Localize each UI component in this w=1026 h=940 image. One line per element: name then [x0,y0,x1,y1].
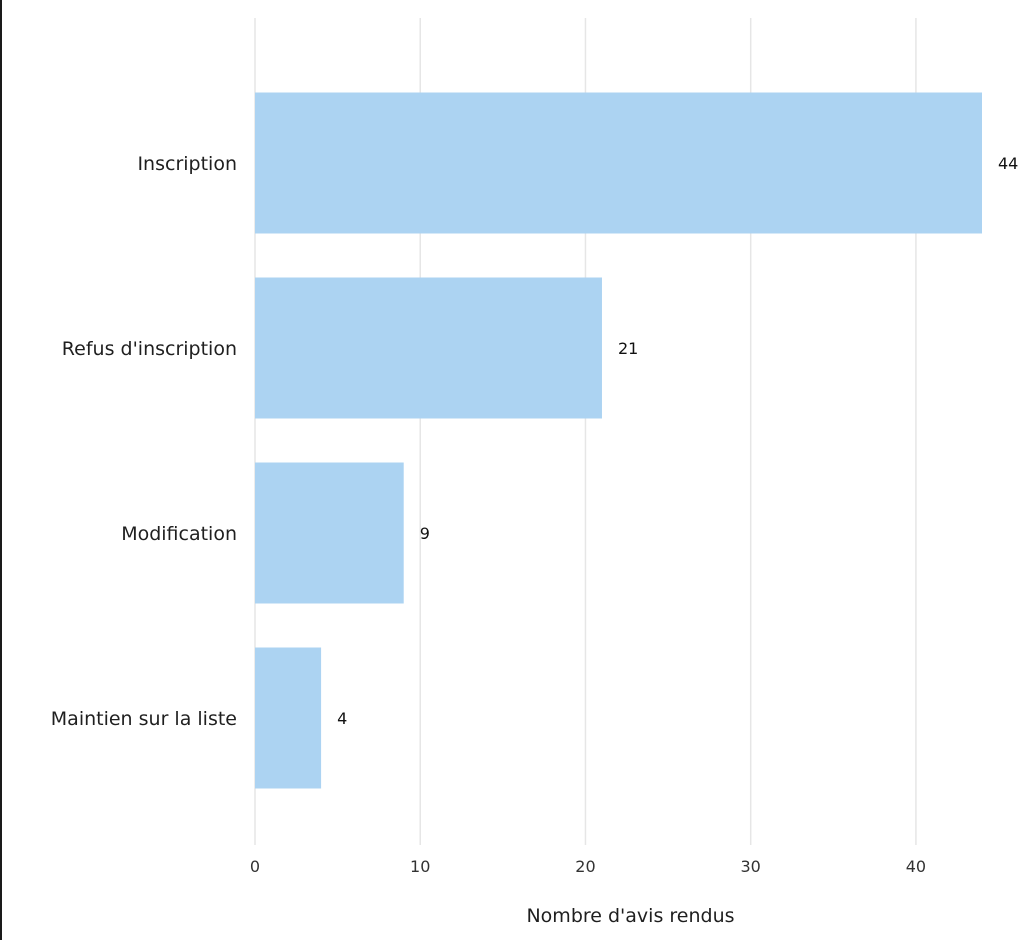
x-tick-label: 10 [410,857,430,876]
value-label: 9 [420,524,430,543]
bar [255,92,982,234]
x-tick-label: 30 [741,857,761,876]
value-label: 44 [998,154,1018,173]
x-axis-title: Nombre d'avis rendus [526,905,734,927]
bar [255,647,322,789]
category-label: Maintien sur la liste [51,708,237,730]
category-label: Inscription [137,153,237,175]
category-label: Modification [121,523,237,545]
bar [255,462,404,604]
category-labels: Inscription Refus d'inscription Modificati… [51,153,237,730]
value-label: 21 [618,339,638,358]
value-labels: 44 21 9 4 [337,154,1018,728]
x-tick-label: 20 [575,857,595,876]
left-border [0,0,2,940]
value-label: 4 [337,709,347,728]
category-label: Refus d'inscription [62,338,237,360]
bar [255,277,602,419]
x-tick-label: 0 [250,857,260,876]
x-tick-label: 40 [906,857,926,876]
x-tick-labels: 0 10 20 30 40 [250,857,926,876]
bars [255,92,982,789]
